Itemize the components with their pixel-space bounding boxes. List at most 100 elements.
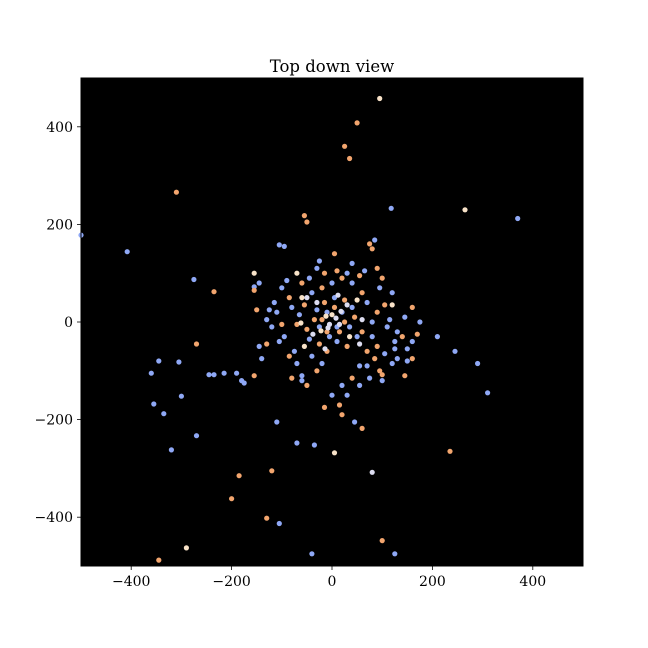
- data-point: [176, 359, 182, 365]
- data-point: [394, 356, 400, 362]
- data-point: [334, 338, 340, 345]
- x-tick-label: −400: [112, 574, 150, 590]
- data-point: [321, 404, 328, 410]
- data-point: [392, 346, 398, 352]
- data-point: [304, 219, 310, 225]
- data-point: [269, 468, 275, 474]
- data-point: [326, 334, 333, 340]
- data-point: [264, 317, 270, 323]
- data-point: [311, 442, 317, 448]
- data-point: [382, 351, 388, 357]
- data-point: [281, 243, 287, 249]
- data-point: [344, 392, 350, 398]
- data-point: [251, 373, 257, 379]
- data-point: [324, 309, 330, 315]
- chart-title: Top down view: [270, 57, 394, 76]
- data-point: [339, 412, 345, 418]
- x-tick-label: 200: [419, 574, 446, 590]
- data-point: [342, 319, 348, 325]
- data-point: [264, 341, 270, 347]
- data-point: [298, 320, 304, 326]
- y-tick-label: −400: [35, 510, 73, 526]
- data-point: [515, 215, 521, 222]
- x-tick-label: −200: [212, 574, 250, 590]
- data-point: [414, 331, 420, 337]
- data-point: [168, 447, 174, 453]
- data-point: [339, 382, 345, 388]
- data-point: [357, 273, 363, 279]
- data-point: [318, 328, 324, 334]
- data-point: [206, 372, 212, 378]
- data-point: [183, 545, 189, 551]
- data-point: [256, 280, 262, 286]
- y-tick-label: −200: [35, 413, 73, 429]
- data-point: [374, 309, 380, 315]
- data-point: [364, 299, 370, 306]
- data-point: [319, 360, 325, 367]
- data-point: [329, 312, 335, 318]
- data-point: [347, 334, 353, 340]
- data-point: [379, 378, 385, 384]
- data-point: [392, 551, 398, 557]
- data-point: [314, 368, 320, 374]
- data-point: [294, 440, 300, 446]
- x-tick-label: 400: [519, 574, 546, 590]
- data-point: [374, 343, 380, 349]
- data-point: [156, 358, 162, 364]
- data-point: [475, 360, 481, 367]
- data-point: [369, 319, 375, 325]
- data-point: [367, 375, 373, 381]
- data-point: [325, 325, 331, 331]
- data-point: [193, 433, 200, 439]
- data-point: [349, 304, 355, 310]
- data-point: [178, 393, 184, 399]
- data-point: [304, 326, 310, 332]
- data-point: [299, 280, 305, 286]
- data-point: [369, 246, 375, 252]
- data-point: [304, 295, 310, 301]
- x-tick-label: 0: [328, 574, 337, 590]
- plot-area: [81, 78, 583, 566]
- data-point: [485, 390, 491, 396]
- data-point: [274, 419, 280, 425]
- data-point: [276, 242, 282, 248]
- data-point: [294, 360, 300, 367]
- data-point: [289, 375, 295, 381]
- data-point: [404, 346, 410, 352]
- data-point: [349, 260, 355, 266]
- data-point: [311, 317, 317, 323]
- data-point: [336, 402, 343, 408]
- data-point: [374, 265, 380, 271]
- data-point: [379, 372, 385, 378]
- data-point: [331, 450, 338, 456]
- data-point: [329, 392, 335, 398]
- data-point: [389, 302, 395, 308]
- data-point: [296, 312, 302, 318]
- data-point: [259, 356, 265, 362]
- data-point: [322, 346, 328, 352]
- data-point: [342, 143, 348, 149]
- data-point: [294, 321, 300, 327]
- data-point: [314, 307, 320, 313]
- data-point: [347, 155, 353, 162]
- data-point: [306, 336, 312, 342]
- data-point: [314, 299, 320, 306]
- data-point: [362, 268, 368, 274]
- data-point: [124, 249, 130, 255]
- data-point: [301, 343, 307, 349]
- data-point: [364, 363, 370, 369]
- data-point: [329, 280, 335, 286]
- data-point: [316, 324, 322, 330]
- data-point: [388, 205, 394, 211]
- data-point: [236, 473, 242, 479]
- data-point: [289, 304, 295, 310]
- data-point: [389, 290, 395, 296]
- data-point: [377, 285, 383, 291]
- data-point: [369, 469, 375, 475]
- data-point: [309, 551, 315, 557]
- data-point: [319, 317, 325, 323]
- data-point: [306, 275, 312, 281]
- data-point: [402, 314, 408, 320]
- data-point: [299, 373, 305, 379]
